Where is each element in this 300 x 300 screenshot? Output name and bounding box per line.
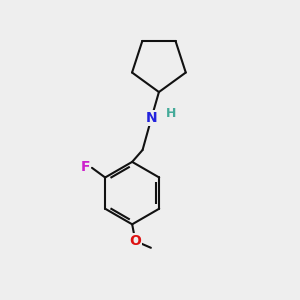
Text: N: N: [146, 111, 157, 125]
Text: F: F: [81, 160, 90, 174]
Text: H: H: [166, 107, 177, 120]
Text: O: O: [130, 234, 141, 248]
